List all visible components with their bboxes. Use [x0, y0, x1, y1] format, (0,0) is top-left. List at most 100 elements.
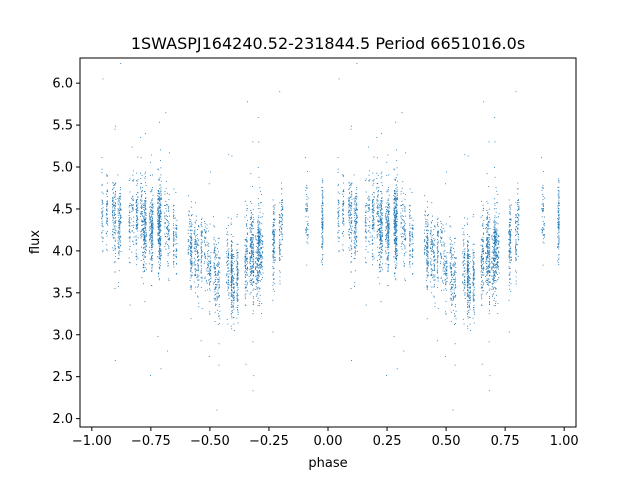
data-point	[203, 263, 205, 265]
data-point	[200, 242, 202, 244]
data-point	[468, 281, 469, 283]
data-point	[281, 218, 283, 220]
data-point	[482, 241, 484, 243]
data-point	[557, 225, 559, 227]
data-point	[377, 196, 379, 198]
data-point	[376, 177, 378, 179]
data-point	[145, 217, 147, 219]
data-point	[219, 318, 221, 320]
data-point	[353, 212, 355, 214]
data-point	[200, 261, 202, 263]
data-point	[244, 266, 246, 268]
data-point	[250, 251, 252, 252]
data-point	[427, 225, 429, 227]
data-point	[433, 234, 435, 236]
data-point	[394, 240, 395, 242]
data-point	[175, 217, 176, 219]
data-point	[187, 253, 189, 255]
data-point	[194, 232, 195, 234]
data-point	[483, 228, 484, 230]
data-point	[377, 230, 379, 232]
data-point	[488, 247, 490, 249]
data-point	[250, 212, 252, 214]
data-point	[152, 207, 154, 209]
data-point	[230, 325, 232, 327]
data-point	[118, 204, 120, 206]
data-point	[412, 227, 414, 229]
data-point	[496, 247, 497, 249]
data-point	[464, 248, 466, 250]
data-point	[246, 251, 248, 252]
data-point	[442, 282, 444, 284]
data-point	[388, 233, 389, 235]
data-point	[378, 235, 380, 237]
data-point	[381, 218, 383, 220]
data-point	[232, 257, 234, 259]
data-point	[152, 225, 154, 227]
data-point	[411, 227, 413, 229]
data-point	[387, 235, 389, 237]
data-point	[380, 210, 382, 212]
data-point	[396, 149, 398, 151]
data-point	[432, 243, 433, 245]
data-point	[118, 258, 120, 259]
data-point	[426, 261, 428, 263]
data-point	[151, 269, 153, 271]
data-point	[251, 265, 253, 267]
data-point	[365, 212, 367, 214]
data-point	[189, 229, 191, 231]
data-point	[467, 304, 469, 306]
data-point	[515, 247, 517, 249]
data-point	[114, 233, 116, 235]
data-point	[213, 262, 215, 264]
data-point	[151, 266, 153, 268]
data-point	[191, 265, 193, 267]
data-point	[213, 266, 215, 268]
data-point	[142, 253, 144, 255]
data-point	[191, 238, 193, 240]
data-point	[388, 211, 390, 213]
data-point	[214, 299, 216, 301]
data-point	[510, 259, 512, 260]
data-point	[517, 224, 519, 226]
data-point	[485, 231, 487, 233]
data-point	[305, 210, 307, 212]
data-point	[231, 286, 233, 288]
data-point	[251, 250, 253, 252]
data-point	[273, 209, 275, 211]
data-point	[173, 249, 175, 251]
data-point	[377, 194, 379, 196]
data-point	[200, 265, 202, 267]
data-point	[231, 266, 233, 267]
data-point	[394, 241, 396, 243]
data-point	[227, 281, 229, 283]
data-point	[251, 264, 253, 266]
data-point	[206, 224, 208, 226]
data-point	[231, 310, 233, 312]
data-point	[454, 257, 456, 259]
data-point	[558, 235, 560, 237]
data-point	[449, 250, 451, 252]
data-point	[442, 245, 444, 247]
data-point	[196, 244, 198, 246]
data-point	[509, 211, 511, 212]
data-point	[451, 303, 453, 305]
data-point	[471, 282, 473, 284]
data-point	[424, 253, 425, 255]
data-point	[423, 239, 425, 241]
data-point	[119, 240, 121, 242]
data-point	[354, 231, 356, 233]
data-point	[379, 252, 381, 253]
data-point	[173, 223, 175, 225]
data-point	[157, 197, 159, 199]
data-point	[191, 223, 193, 225]
data-point	[395, 238, 397, 239]
data-point	[400, 205, 402, 207]
data-point	[151, 255, 153, 257]
data-point	[230, 304, 232, 306]
data-point	[231, 296, 233, 298]
data-point	[258, 233, 260, 235]
data-point	[273, 243, 275, 245]
data-point	[256, 264, 258, 266]
data-point	[159, 216, 161, 218]
